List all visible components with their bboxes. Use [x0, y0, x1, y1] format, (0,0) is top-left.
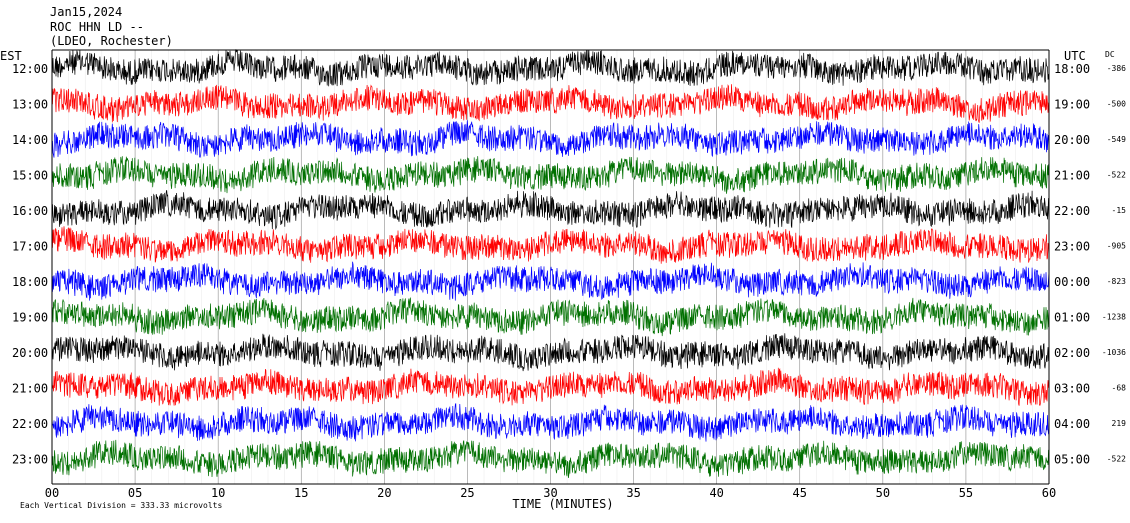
x-tick-label: 20	[377, 486, 391, 500]
dc-offset-label: -823	[1107, 277, 1126, 286]
seismic-trace-1600	[51, 190, 1050, 231]
seismic-trace-1300	[51, 84, 1050, 123]
seismic-trace-2000	[51, 333, 1050, 372]
x-tick-label: 15	[294, 486, 308, 500]
seismic-trace-1900	[51, 297, 1050, 337]
x-tick-label: 40	[709, 486, 723, 500]
est-hour-label: 17:00	[12, 240, 48, 254]
scale-note: Each Vertical Division = 333.33 microvol…	[20, 501, 222, 510]
utc-hour-label: 04:00	[1054, 417, 1090, 431]
utc-hour-label: 01:00	[1054, 311, 1090, 325]
seismic-trace-1700	[51, 226, 1050, 264]
dc-offset-label: -500	[1107, 100, 1126, 109]
est-hour-label: 20:00	[12, 346, 48, 360]
utc-hour-label: 03:00	[1054, 382, 1090, 396]
x-tick-label: 45	[793, 486, 807, 500]
utc-hour-label: 21:00	[1054, 169, 1090, 183]
x-tick-label: 30	[543, 486, 557, 500]
left-timezone-label: EST	[0, 49, 22, 63]
est-hour-label: 16:00	[12, 204, 48, 218]
utc-hour-label: 02:00	[1054, 346, 1090, 360]
dc-offset-label: -522	[1107, 171, 1126, 180]
seismic-trace-2300	[51, 439, 1050, 479]
est-hour-label: 15:00	[12, 169, 48, 183]
x-tick-label: 00	[45, 486, 59, 500]
header-station: ROC HHN LD --	[50, 20, 144, 34]
grid	[68, 50, 1033, 484]
x-tick-label: 50	[876, 486, 890, 500]
header-location: (LDEO, Rochester)	[50, 34, 173, 48]
x-tick-label: 05	[128, 486, 142, 500]
utc-hour-labels: 18:00 19:00 20:00 21:00 22:00 23:00 00:00 01:00…	[1054, 62, 1090, 467]
est-hour-label: 19:00	[12, 311, 48, 325]
dc-offset-label: -68	[1112, 384, 1127, 393]
seismic-trace-1400	[51, 120, 1050, 158]
dc-header-label: DC	[1105, 50, 1115, 59]
dc-offset-labels: -386 -500 -549 -522 -15 -905 -823 -1238 -1036 -68…	[1102, 64, 1126, 464]
dc-offset-label: -15	[1112, 206, 1127, 215]
utc-hour-label: 00:00	[1054, 275, 1090, 289]
utc-hour-label: 22:00	[1054, 204, 1090, 218]
utc-hour-label: 18:00	[1054, 62, 1090, 76]
utc-hour-label: 23:00	[1054, 240, 1090, 254]
dc-offset-label: -549	[1107, 135, 1126, 144]
x-tick-labels: 00 05 10 15 20 25 30 35 40 45 50 55 60	[45, 486, 1056, 500]
x-tick-label: 25	[460, 486, 474, 500]
est-hour-labels: 12:00 13:00 14:00 15:00 16:00 17:00 18:00 19:00…	[12, 62, 48, 467]
x-tick-label: 35	[626, 486, 640, 500]
header-date: Jan15,2024	[50, 5, 122, 19]
est-hour-label: 14:00	[12, 133, 48, 147]
utc-hour-label: 20:00	[1054, 133, 1090, 147]
est-hour-label: 12:00	[12, 62, 48, 76]
x-tick-label: 55	[959, 486, 973, 500]
right-timezone-label: UTC	[1064, 49, 1086, 63]
traces	[51, 49, 1050, 479]
est-hour-label: 21:00	[12, 382, 48, 396]
utc-hour-label: 19:00	[1054, 98, 1090, 112]
utc-hour-label: 05:00	[1054, 453, 1090, 467]
x-tick-label: 60	[1042, 486, 1056, 500]
seismic-trace-1800	[51, 261, 1050, 301]
dc-offset-label: -522	[1107, 455, 1126, 464]
est-hour-label: 23:00	[12, 453, 48, 467]
plot-frame	[51, 49, 1050, 485]
dc-offset-label: -386	[1107, 64, 1126, 73]
dc-offset-label: -1036	[1102, 348, 1126, 357]
seismic-trace-1200	[51, 49, 1050, 87]
est-hour-label: 13:00	[12, 98, 48, 112]
dc-offset-label: -905	[1107, 242, 1126, 251]
x-tick-label: 10	[211, 486, 225, 500]
seismic-trace-2200	[51, 403, 1050, 442]
seismic-trace-1500	[51, 156, 1050, 194]
seismic-trace-2100	[51, 367, 1050, 406]
dc-offset-label: 219	[1112, 419, 1127, 428]
x-axis-title: TIME (MINUTES)	[512, 497, 613, 511]
dc-offset-label: -1238	[1102, 313, 1126, 322]
est-hour-label: 18:00	[12, 275, 48, 289]
est-hour-label: 22:00	[12, 417, 48, 431]
